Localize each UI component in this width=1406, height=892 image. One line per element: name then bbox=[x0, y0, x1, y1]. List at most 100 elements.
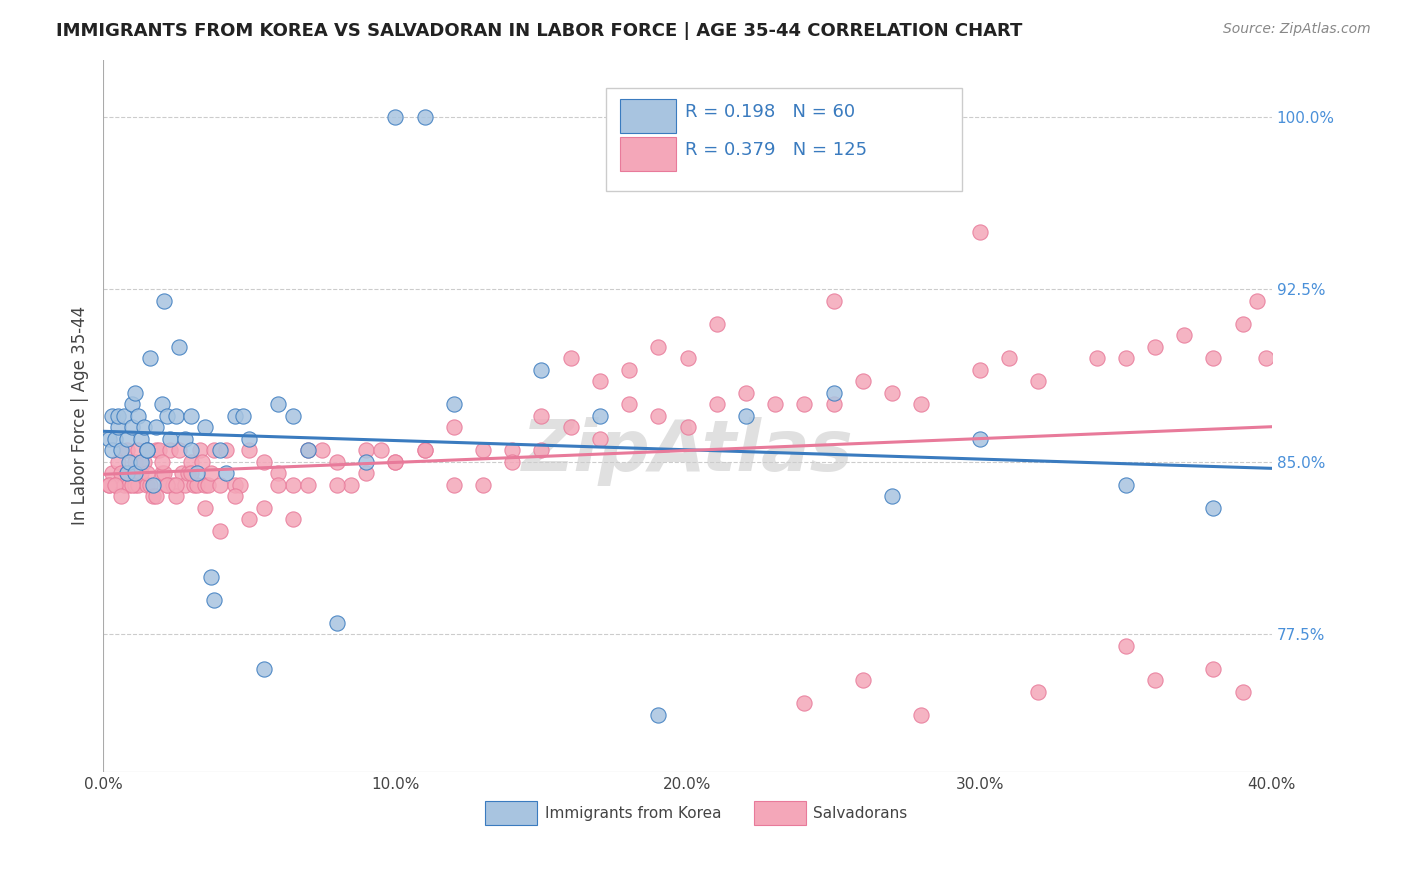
Point bbox=[413, 443, 436, 458]
Text: Salvadorans: Salvadorans bbox=[813, 805, 907, 821]
Point bbox=[735, 409, 758, 423]
Point bbox=[1173, 328, 1195, 343]
Point bbox=[104, 477, 127, 491]
Point bbox=[208, 477, 231, 491]
Point bbox=[165, 489, 187, 503]
Point bbox=[110, 467, 132, 481]
Point bbox=[156, 477, 179, 491]
Point bbox=[165, 409, 187, 423]
FancyBboxPatch shape bbox=[485, 801, 537, 825]
Point bbox=[1232, 684, 1254, 698]
Point bbox=[121, 397, 143, 411]
Point bbox=[253, 662, 276, 676]
Point bbox=[98, 477, 121, 491]
Point bbox=[793, 397, 815, 411]
Point bbox=[145, 443, 167, 458]
Point bbox=[647, 340, 669, 354]
Point bbox=[115, 443, 138, 458]
Point bbox=[101, 409, 124, 423]
Point bbox=[413, 443, 436, 458]
Point bbox=[1202, 351, 1225, 366]
Point bbox=[384, 455, 406, 469]
Point bbox=[589, 409, 612, 423]
Point bbox=[112, 409, 135, 423]
Point bbox=[115, 467, 138, 481]
Point bbox=[148, 443, 170, 458]
Point bbox=[501, 455, 523, 469]
Point bbox=[194, 420, 217, 434]
Point bbox=[98, 477, 121, 491]
Point bbox=[200, 569, 222, 583]
Point bbox=[104, 477, 127, 491]
Point bbox=[142, 477, 165, 491]
Point bbox=[910, 707, 932, 722]
Point bbox=[1115, 477, 1137, 491]
Point bbox=[177, 467, 200, 481]
Point bbox=[139, 477, 162, 491]
Point bbox=[823, 293, 845, 308]
Point bbox=[200, 467, 222, 481]
Point bbox=[136, 443, 159, 458]
Point bbox=[215, 443, 238, 458]
Point bbox=[852, 673, 875, 687]
Point bbox=[150, 455, 173, 469]
Point bbox=[267, 397, 290, 411]
Point bbox=[267, 467, 290, 481]
Point bbox=[530, 443, 553, 458]
Point bbox=[676, 420, 699, 434]
Point bbox=[208, 524, 231, 538]
Point bbox=[150, 467, 173, 481]
Point bbox=[224, 489, 246, 503]
Point bbox=[880, 489, 903, 503]
Text: IMMIGRANTS FROM KOREA VS SALVADORAN IN LABOR FORCE | AGE 35-44 CORRELATION CHART: IMMIGRANTS FROM KOREA VS SALVADORAN IN L… bbox=[56, 22, 1022, 40]
Point bbox=[384, 455, 406, 469]
Point bbox=[115, 432, 138, 446]
Point bbox=[1026, 684, 1049, 698]
Point bbox=[617, 363, 640, 377]
Point bbox=[910, 397, 932, 411]
Point bbox=[443, 397, 465, 411]
Point bbox=[763, 397, 786, 411]
Point bbox=[224, 409, 246, 423]
Point bbox=[112, 477, 135, 491]
Point bbox=[1232, 317, 1254, 331]
Point bbox=[297, 477, 319, 491]
Point bbox=[880, 385, 903, 400]
Y-axis label: In Labor Force | Age 35-44: In Labor Force | Age 35-44 bbox=[72, 306, 89, 525]
Point bbox=[129, 467, 152, 481]
Point bbox=[156, 409, 179, 423]
Point bbox=[153, 293, 176, 308]
Point bbox=[104, 432, 127, 446]
Point bbox=[823, 385, 845, 400]
Point bbox=[170, 467, 193, 481]
Text: ZipAtlas: ZipAtlas bbox=[522, 417, 853, 486]
Point bbox=[188, 443, 211, 458]
Point bbox=[354, 455, 377, 469]
Point bbox=[413, 110, 436, 124]
Point bbox=[311, 443, 333, 458]
Point bbox=[136, 467, 159, 481]
Point bbox=[110, 443, 132, 458]
Point bbox=[167, 340, 190, 354]
Point bbox=[145, 420, 167, 434]
Point bbox=[186, 477, 208, 491]
Point bbox=[384, 110, 406, 124]
Point bbox=[1202, 662, 1225, 676]
Point bbox=[253, 455, 276, 469]
Point bbox=[297, 443, 319, 458]
Point bbox=[115, 467, 138, 481]
Point bbox=[162, 477, 184, 491]
Point bbox=[998, 351, 1021, 366]
Point bbox=[101, 467, 124, 481]
Text: Immigrants from Korea: Immigrants from Korea bbox=[546, 805, 721, 821]
Point bbox=[129, 432, 152, 446]
Point bbox=[180, 467, 202, 481]
Point bbox=[132, 455, 155, 469]
Point bbox=[232, 409, 254, 423]
Point bbox=[793, 696, 815, 710]
Point bbox=[472, 443, 495, 458]
Point bbox=[174, 432, 197, 446]
Point bbox=[142, 489, 165, 503]
Point bbox=[1143, 673, 1166, 687]
Point bbox=[136, 443, 159, 458]
